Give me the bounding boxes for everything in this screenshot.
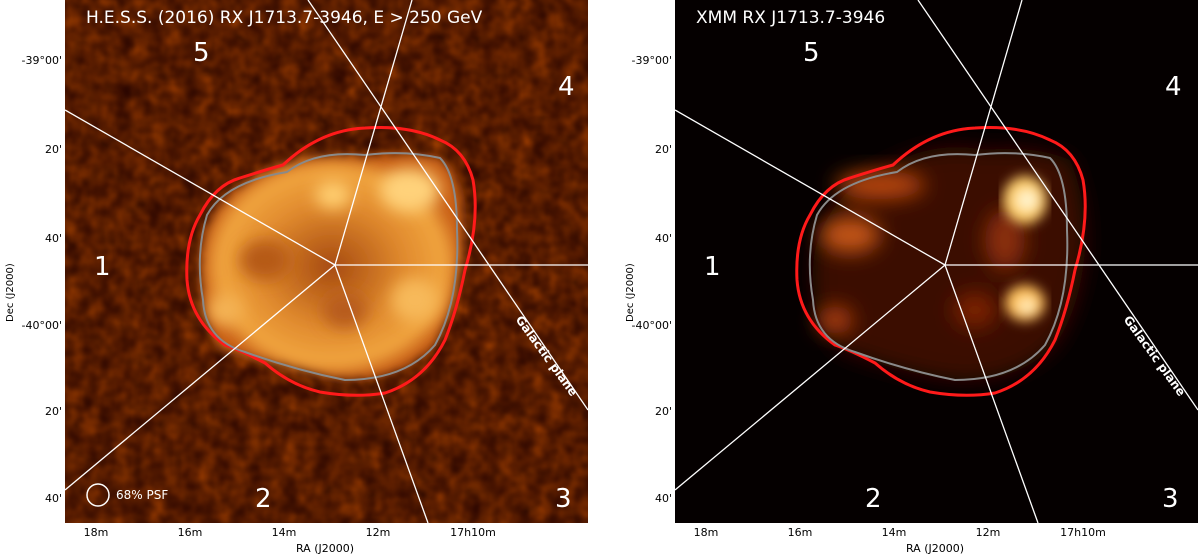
sector-label-5: 5	[193, 38, 210, 68]
y-axis-label: Dec (J2000)	[5, 263, 16, 322]
ytick-label: 40'	[654, 232, 672, 245]
sector-label-3: 3	[1162, 484, 1179, 514]
xtick-label: 12m	[975, 526, 1001, 539]
xtick-label: 18m	[83, 526, 109, 539]
ytick-label: -40°00'	[631, 319, 673, 332]
sector-label-5: 5	[803, 38, 820, 68]
ytick-label: 20'	[654, 143, 672, 156]
psf-label: 68% PSF	[116, 488, 169, 502]
ytick-label: 20'	[44, 405, 62, 418]
xtick-label: 17h10m	[450, 526, 496, 539]
sector-label-2: 2	[255, 484, 272, 514]
sector-label-2: 2	[865, 484, 882, 514]
ytick-label: 40'	[44, 232, 62, 245]
left-panel-title: H.E.S.S. (2016) RX J1713.7-3946, E > 250…	[86, 8, 483, 28]
ytick-label: -39°00'	[21, 54, 63, 67]
ytick-label: 40'	[44, 492, 62, 505]
xmm-image	[675, 0, 1198, 523]
right-panel-title: XMM RX J1713.7-3946	[696, 8, 886, 28]
sector-label-4: 4	[558, 72, 575, 102]
y-axis-label: Dec (J2000)	[625, 263, 636, 322]
xtick-label: 16m	[787, 526, 813, 539]
ytick-label: 40'	[654, 492, 672, 505]
hess-image	[65, 0, 588, 523]
xtick-label: 12m	[365, 526, 391, 539]
ytick-label: -39°00'	[631, 54, 673, 67]
sector-label-3: 3	[555, 484, 572, 514]
sector-label-4: 4	[1165, 72, 1182, 102]
xtick-label: 14m	[271, 526, 297, 539]
left-panel: H.E.S.S. (2016) RX J1713.7-3946, E > 250…	[5, 0, 588, 555]
psf-circle-icon	[86, 483, 110, 507]
ytick-label: 20'	[44, 143, 62, 156]
x-axis-label: RA (J2000)	[295, 542, 355, 555]
ytick-label: 20'	[654, 405, 672, 418]
sector-label-1: 1	[704, 252, 721, 282]
x-axis-label: RA (J2000)	[905, 542, 965, 555]
right-panel: XMM RX J1713.7-3946 5 4 1 2 3 Galactic p…	[610, 0, 1200, 558]
xtick-label: 16m	[177, 526, 203, 539]
xtick-label: 17h10m	[1060, 526, 1106, 539]
xtick-label: 14m	[881, 526, 907, 539]
ytick-label: -40°00'	[21, 319, 63, 332]
sector-label-1: 1	[94, 252, 111, 282]
xtick-label: 18m	[693, 526, 719, 539]
